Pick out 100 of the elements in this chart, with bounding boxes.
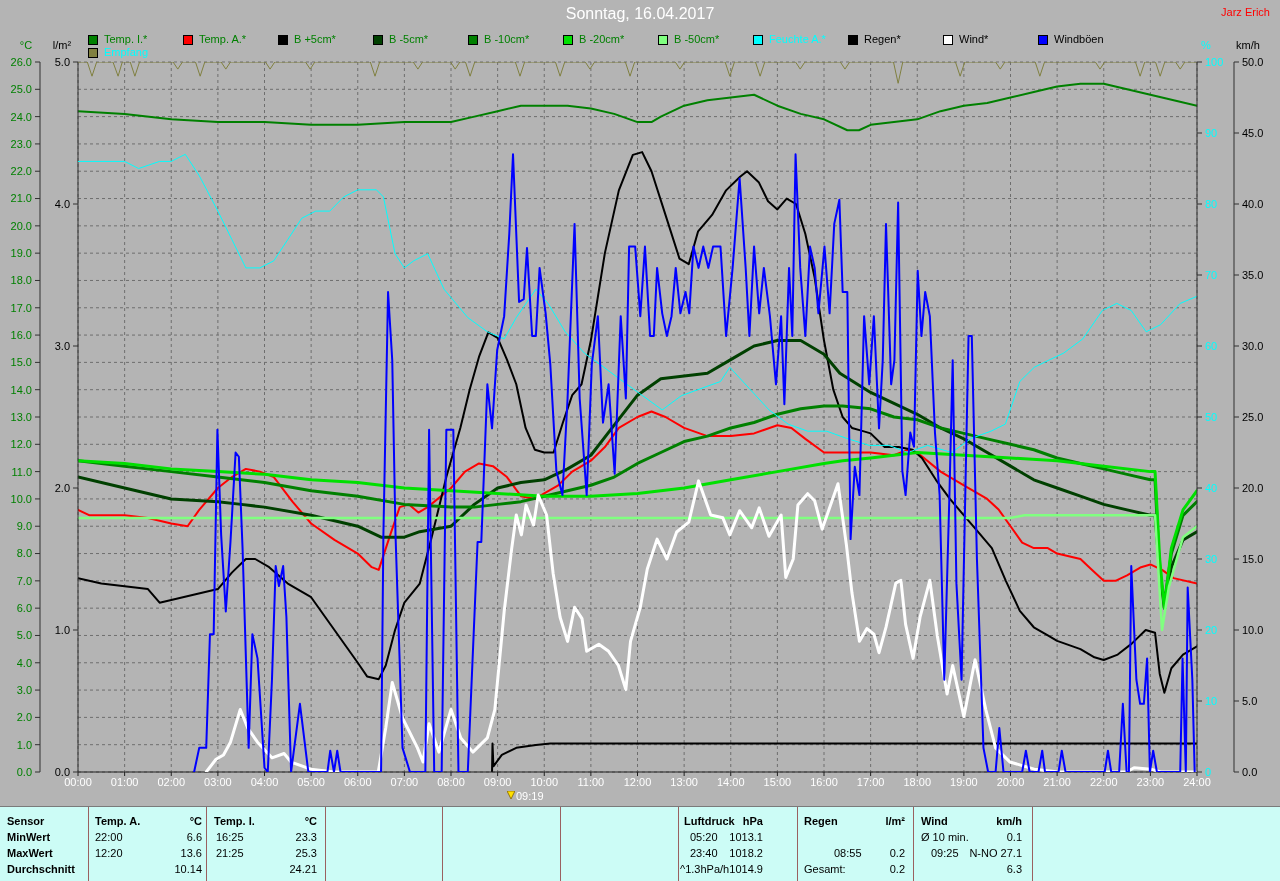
x-tick-label: 08:00 — [437, 775, 465, 788]
y2-axis-title: l/m² — [51, 38, 73, 52]
text: 24.21 — [289, 862, 317, 876]
text: °C — [304, 814, 317, 828]
legend-label: B -50cm* — [674, 33, 720, 46]
text: 25.3 — [295, 846, 317, 860]
legend-label: Feuchte A.* — [769, 33, 826, 46]
x-tick-label: 12:00 — [623, 775, 652, 788]
y2-tick-label: 3.0 — [54, 339, 70, 352]
y-tick-label: 9.0 — [16, 520, 32, 533]
y-tick-label: 10.0 — [10, 492, 32, 505]
text: 6.3 — [1006, 862, 1022, 876]
text: 6.6 — [186, 830, 202, 844]
y2-tick-label: 0.0 — [54, 765, 70, 778]
y-tick-label: 23.0 — [10, 137, 32, 150]
text: MinWert — [7, 830, 51, 844]
text: 05:20 — [690, 830, 718, 844]
text: Wind — [921, 814, 948, 828]
text: N-NO 27.1 — [969, 846, 1022, 860]
legend-label: Empfang — [104, 46, 149, 59]
y-tick-label: 10 — [1205, 694, 1218, 707]
x-tick-label: 09:00 — [483, 775, 512, 788]
line-series — [491, 742, 1197, 772]
y-tick-label: 6.0 — [16, 602, 32, 615]
y2-tick-label: 2.0 — [54, 481, 70, 494]
text: °C — [189, 814, 202, 828]
y-tick-label: 3.0 — [16, 683, 32, 696]
text: Gesamt: — [804, 862, 846, 876]
y-tick-label: 8.0 — [16, 547, 32, 560]
x-tick-label: 02:00 — [157, 775, 186, 788]
x-tick-label: 19:00 — [950, 775, 978, 788]
y-tick-label: 60 — [1205, 339, 1218, 352]
legend-label: Temp. A.* — [199, 33, 247, 46]
y-tick-label: 2.0 — [16, 711, 32, 724]
y2-tick-label: 50.0 — [1242, 55, 1264, 68]
text: Sensor — [7, 814, 45, 828]
text: Temp. A. — [95, 814, 141, 828]
x-tick-label: 15:00 — [763, 775, 792, 788]
text: 1013.1 — [729, 830, 763, 844]
y2-tick-label: 35.0 — [1242, 268, 1264, 281]
legend-label: Temp. I.* — [104, 33, 148, 46]
y-tick-label: 18.0 — [10, 274, 32, 287]
y-tick-label: 19.0 — [10, 247, 32, 260]
chart-title: Sonntag, 16.04.2017 — [565, 5, 715, 22]
y-tick-label: 40 — [1205, 481, 1218, 494]
text: Jarz Erich — [1221, 6, 1270, 19]
text: 0.2 — [889, 862, 905, 876]
x-tick-label: 20:00 — [996, 775, 1025, 788]
y-tick-label: 20 — [1205, 623, 1218, 636]
text: 13.6 — [180, 846, 202, 860]
text: 09:25 — [931, 846, 959, 860]
x-tick-label: 06:00 — [343, 775, 372, 788]
y2-tick-label: 5.0 — [54, 55, 70, 68]
x-tick-label: 13:00 — [670, 775, 698, 788]
y2-tick-label: 4.0 — [54, 197, 70, 210]
text: l/m² — [885, 814, 905, 828]
text: 0.1 — [1006, 830, 1022, 844]
x-tick-label: 05:00 — [297, 775, 325, 788]
y-tick-label: 1.0 — [16, 738, 32, 751]
y-tick-label: 15.0 — [10, 356, 32, 369]
y-tick-label: 5.0 — [16, 629, 32, 642]
x-tick-label: 17:00 — [856, 775, 885, 788]
line-series — [193, 153, 1196, 772]
line-series — [78, 451, 1197, 610]
line-series — [78, 153, 1197, 453]
text: 1018.2 — [729, 846, 763, 860]
x-tick-label: 23:00 — [1136, 775, 1165, 788]
y-axis-title: % — [1200, 38, 1212, 52]
y-tick-label: 13.0 — [10, 410, 32, 423]
legend-label: Regen* — [864, 33, 901, 46]
text: 08:55 — [834, 846, 862, 860]
x-tick-label: 18:00 — [903, 775, 932, 788]
y-tick-label: 22.0 — [10, 165, 32, 178]
legend-label: B -5cm* — [389, 33, 429, 46]
x-tick-label: 01:00 — [110, 775, 139, 788]
y-tick-label: 30 — [1205, 552, 1218, 565]
y-tick-label: 26.0 — [10, 55, 32, 68]
x-tick-label: 07:00 — [390, 775, 419, 788]
text: 1014.9 — [729, 862, 763, 876]
y-tick-label: 16.0 — [10, 328, 32, 341]
text: Luftdruck — [684, 814, 735, 828]
legend-label: B -10cm* — [484, 33, 530, 46]
x-tick-label: 21:00 — [1043, 775, 1071, 788]
y-tick-label: 14.0 — [10, 383, 32, 396]
x-tick-label: 16:00 — [810, 775, 838, 788]
text: Regen — [804, 814, 838, 828]
text: km/h — [996, 814, 1022, 828]
x-tick-label: 24:00 — [1183, 775, 1211, 788]
y-tick-label: 20.0 — [10, 219, 32, 232]
y2-tick-label: 10.0 — [1242, 623, 1264, 636]
x-tick-label: 04:00 — [250, 775, 279, 788]
y-tick-label: 12.0 — [10, 438, 32, 451]
x-tick-label: 14:00 — [716, 775, 745, 788]
y-tick-label: 7.0 — [16, 574, 32, 587]
text: 09:19 — [516, 790, 544, 803]
text: hPa — [742, 814, 763, 828]
y2-tick-label: 0.0 — [1242, 765, 1258, 778]
y-tick-label: 17.0 — [10, 301, 32, 314]
y2-tick-label: 1.0 — [54, 623, 70, 636]
y-tick-label: 25.0 — [10, 83, 32, 96]
